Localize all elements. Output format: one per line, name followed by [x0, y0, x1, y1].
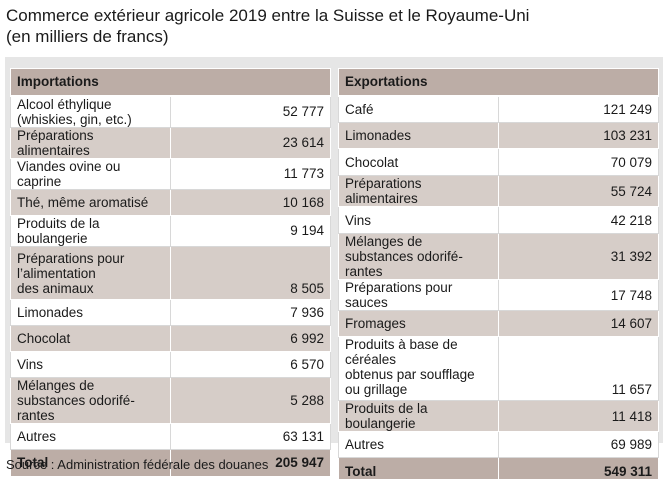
- importations-header: Importations: [10, 68, 331, 97]
- table-cell-label: Mélanges de substances odorifé-rantes: [338, 233, 499, 280]
- total-value: 549 311: [498, 457, 659, 479]
- table-cell-label: Chocolat: [338, 148, 499, 176]
- table-cell-value: 14 607: [498, 310, 659, 337]
- table-cell-value: 70 079: [498, 148, 659, 176]
- table-cell-label: Préparations alimentaires: [10, 126, 171, 159]
- table-cell-value: 103 231: [498, 122, 659, 149]
- table-cell-value: 23 614: [170, 126, 331, 159]
- tables-panel: Importations Alcool éthylique (whiskies,…: [5, 57, 663, 479]
- label-line: Produits à base de céréales: [345, 337, 458, 367]
- table-cell-label: Thé, même aromatisé: [10, 188, 171, 216]
- table-cell-label: Produits de la boulangerie: [10, 214, 171, 247]
- label-line: obtenus par soufflage ou grillage: [345, 367, 475, 397]
- table-cell-value: 6 992: [170, 324, 331, 352]
- table-cell-label: Café: [338, 95, 499, 123]
- table-cell-value: 10 168: [170, 188, 331, 216]
- table-cell-label: Fromages: [338, 310, 499, 337]
- table-cell-label: Préparations pour sauces: [338, 279, 499, 311]
- exportations-header: Exportations: [338, 68, 659, 97]
- table-cell-label: Produits de la boulangerie: [338, 400, 499, 432]
- label-line: Préparations pour l’alimentation: [17, 250, 125, 281]
- title-line-1: Commerce extérieur agricole 2019 entre l…: [6, 6, 530, 25]
- table-cell-label: Chocolat: [10, 324, 171, 352]
- table-cell-label: Limonades: [338, 122, 499, 149]
- table-cell-value: 11 418: [498, 400, 659, 432]
- table-cell-label: Mélanges de substances odorifé-rantes: [10, 376, 171, 424]
- table-cell-value: 11 657: [498, 336, 659, 401]
- table-cell-value: 8 505: [170, 245, 331, 300]
- table-cell-label: Vins: [338, 206, 499, 234]
- label-line: des animaux: [17, 280, 94, 296]
- table-cell-value: 17 748: [498, 279, 659, 311]
- table-cell-label: Autres: [338, 431, 499, 458]
- table-cell-value: 9 194: [170, 214, 331, 247]
- table-cell-value: 11 773: [170, 157, 331, 190]
- table-cell-value: 31 392: [498, 233, 659, 280]
- exportations-table: Exportations Café 121 249 Limonades 103 23…: [338, 68, 659, 479]
- table-cell-value: 52 777: [170, 95, 331, 128]
- table-cell-label: Préparations pour l’alimentation des anim…: [10, 245, 171, 300]
- page-title: Commerce extérieur agricole 2019 entre l…: [6, 5, 529, 47]
- table-cell-label: Limonades: [10, 298, 171, 326]
- table-cell-value: 55 724: [498, 175, 659, 207]
- table-cell-label: Vins: [10, 350, 171, 378]
- table-cell-label: Préparations alimentaires: [338, 175, 499, 207]
- table-cell-value: 42 218: [498, 206, 659, 234]
- table-cell-value: 63 131: [170, 422, 331, 450]
- table-cell-value: 7 936: [170, 298, 331, 326]
- source-note: Source : Administration fédérale des dou…: [6, 457, 269, 472]
- importations-table: Importations Alcool éthylique (whiskies,…: [10, 68, 331, 477]
- table-cell-label: Viandes ovine ou caprine: [10, 157, 171, 190]
- table-cell-label: Autres: [10, 422, 171, 450]
- total-label: Total: [338, 457, 499, 479]
- total-label: Total: [10, 448, 171, 477]
- table-cell-label: Alcool éthylique (whiskies, gin, etc.): [10, 95, 171, 128]
- table-cell-value: 6 570: [170, 350, 331, 378]
- title-line-2: (en milliers de francs): [6, 27, 169, 46]
- table-cell-value: 121 249: [498, 95, 659, 123]
- table-cell-label: Produits à base de céréales obtenus par s…: [338, 336, 499, 401]
- table-cell-value: 69 989: [498, 431, 659, 458]
- total-value: 205 947: [170, 448, 331, 477]
- table-cell-value: 5 288: [170, 376, 331, 424]
